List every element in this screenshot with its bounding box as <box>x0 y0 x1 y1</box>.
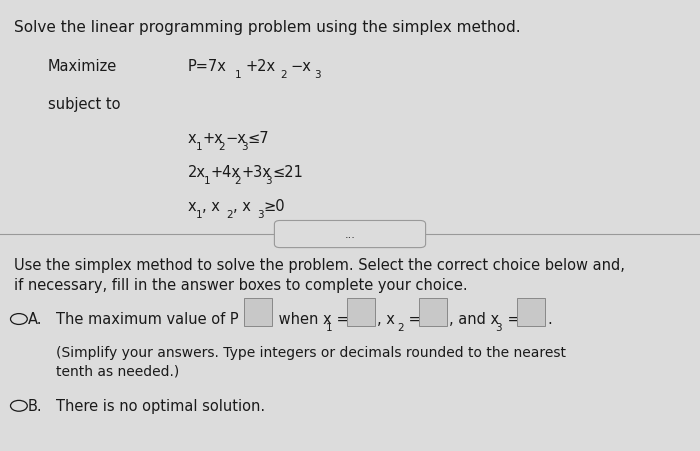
Text: B.: B. <box>28 398 43 413</box>
Text: ≥0: ≥0 <box>264 198 286 213</box>
Text: , and x: , and x <box>449 311 499 326</box>
Text: 2x: 2x <box>188 165 206 179</box>
Text: 1: 1 <box>204 176 210 186</box>
Text: +2x: +2x <box>245 59 275 74</box>
Text: +4x: +4x <box>211 165 240 179</box>
Text: Solve the linear programming problem using the simplex method.: Solve the linear programming problem usi… <box>14 20 521 35</box>
Text: , x: , x <box>233 198 251 213</box>
Text: 1: 1 <box>196 142 202 152</box>
Text: =: = <box>503 311 519 326</box>
Text: 2: 2 <box>234 176 241 186</box>
Text: +3x: +3x <box>241 165 271 179</box>
Text: tenth as needed.): tenth as needed.) <box>56 364 179 378</box>
Text: =: = <box>404 311 421 326</box>
Text: (Simplify your answers. Type integers or decimals rounded to the nearest: (Simplify your answers. Type integers or… <box>56 345 566 359</box>
Text: −x: −x <box>290 59 312 74</box>
FancyBboxPatch shape <box>347 298 375 326</box>
Text: 1: 1 <box>234 70 241 80</box>
Text: , x: , x <box>377 311 395 326</box>
Text: x: x <box>188 131 196 146</box>
Text: 3: 3 <box>265 176 272 186</box>
Text: x: x <box>188 198 196 213</box>
Text: There is no optimal solution.: There is no optimal solution. <box>56 398 265 413</box>
Text: Use the simplex method to solve the problem. Select the correct choice below and: Use the simplex method to solve the prob… <box>14 257 625 272</box>
Text: 2: 2 <box>281 70 287 80</box>
Text: 3: 3 <box>496 322 502 332</box>
Text: 2: 2 <box>397 322 403 332</box>
Text: if necessary, fill in the answer boxes to complete your choice.: if necessary, fill in the answer boxes t… <box>14 277 468 292</box>
Text: 2: 2 <box>227 210 233 220</box>
Text: when x: when x <box>274 311 332 326</box>
Text: P=7x: P=7x <box>188 59 227 74</box>
Text: The maximum value of P is: The maximum value of P is <box>56 311 260 326</box>
FancyBboxPatch shape <box>517 298 545 326</box>
Text: −x: −x <box>225 131 246 146</box>
FancyBboxPatch shape <box>244 298 272 326</box>
Text: .: . <box>547 311 552 326</box>
Text: A.: A. <box>28 311 43 326</box>
Text: subject to: subject to <box>48 97 120 112</box>
Text: ≤21: ≤21 <box>272 165 303 179</box>
Text: ≤7: ≤7 <box>248 131 270 146</box>
Text: 3: 3 <box>258 210 264 220</box>
Text: =: = <box>332 311 349 326</box>
Text: 1: 1 <box>326 322 332 332</box>
Text: 2: 2 <box>218 142 225 152</box>
Text: , x: , x <box>202 198 220 213</box>
FancyBboxPatch shape <box>419 298 447 326</box>
FancyBboxPatch shape <box>274 221 426 248</box>
Text: 3: 3 <box>241 142 248 152</box>
Text: +x: +x <box>202 131 223 146</box>
Text: Maximize: Maximize <box>48 59 117 74</box>
Text: ...: ... <box>344 230 356 239</box>
Text: 1: 1 <box>196 210 202 220</box>
Text: 3: 3 <box>314 70 321 80</box>
